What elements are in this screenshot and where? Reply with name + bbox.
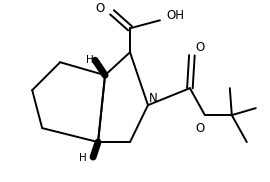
Text: OH: OH <box>166 9 184 22</box>
Text: H: H <box>86 55 94 65</box>
Text: H: H <box>79 153 87 163</box>
Text: O: O <box>195 122 204 135</box>
Text: O: O <box>95 2 105 15</box>
Text: N: N <box>148 92 157 105</box>
Text: O: O <box>195 41 204 54</box>
